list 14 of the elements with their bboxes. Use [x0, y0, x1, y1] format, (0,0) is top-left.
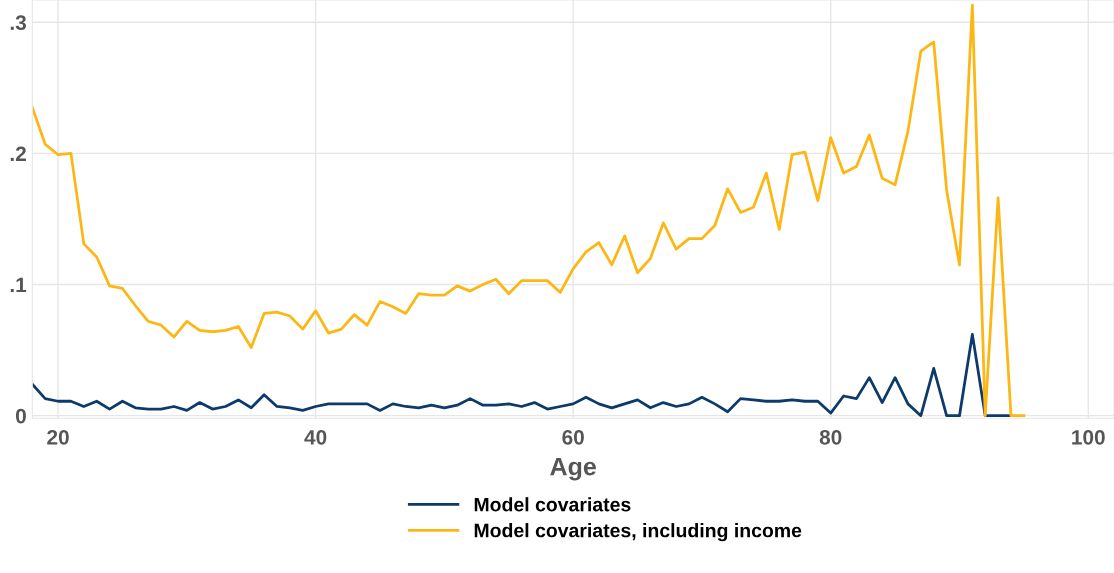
y-tick-label: .1 [10, 277, 27, 293]
x-tick-label: 40 [304, 429, 327, 445]
line-series [32, 3, 1026, 418]
x-tick-label: 20 [47, 429, 69, 445]
legend-label: Model covariates [474, 497, 631, 512]
legend-label: Model covariates, including income [474, 523, 802, 542]
x-tick-label: 80 [819, 429, 842, 445]
y-tick-label: .3 [10, 15, 26, 31]
y-tick-label: 0 [15, 408, 26, 424]
y-tick-label: .2 [10, 146, 26, 161]
x-tick-label: 60 [562, 429, 584, 445]
x-tick-label: 100 [1072, 429, 1105, 445]
line-series [32, 332, 1013, 418]
x-axis-title: Age [550, 457, 596, 481]
